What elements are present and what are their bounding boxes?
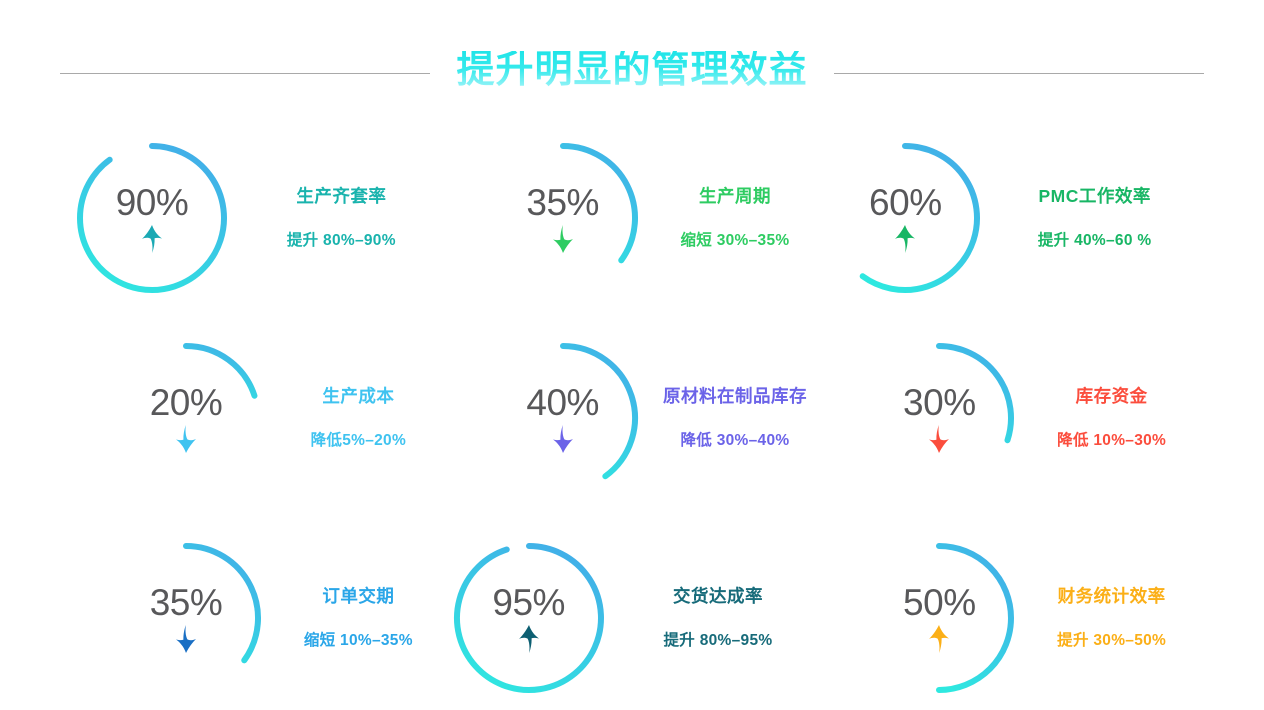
gauge-subtitle: 提升 40%–60 %: [1037, 232, 1152, 250]
gauge-subtitle: 提升 30%–50%: [1057, 632, 1167, 650]
gauge-arc: [559, 143, 638, 264]
gauge-arc: [183, 543, 261, 664]
gauge-labels: 订单交期缩短 10%–35%: [266, 585, 449, 650]
gauge-labels: 财务统计效率 提升 30%–50%: [1019, 585, 1202, 650]
gauge-title: 财务统计效率: [1057, 585, 1166, 606]
arrow-down-icon: [552, 225, 573, 253]
gauge-arc-svg: [453, 543, 604, 693]
gauge-center: 50%: [859, 538, 1019, 698]
gauge-center: 40%: [483, 338, 643, 498]
gauge-arc: [860, 143, 981, 293]
gauge-center: 60%: [825, 138, 985, 298]
gauge-card: 20% 生产成本降低5%–20%: [72, 318, 449, 518]
gauge-labels: PMC工作效率 提升 40%–60 %: [985, 185, 1202, 250]
gauge-arc-svg: [860, 143, 981, 293]
gauge-value: 40%: [526, 382, 599, 423]
arrow-up-icon: [518, 625, 539, 653]
arrow-down-icon: [552, 425, 573, 453]
gauge-card: 30% 库存资金降低 10%–30%: [825, 318, 1202, 518]
gauge-labels: 生产成本降低5%–20%: [266, 385, 449, 450]
gauge-card: 95% 交货达成率提升 80%–95%: [449, 518, 826, 710]
gauge-subtitle: 提升 80%–90%: [286, 232, 396, 250]
gauge-ring: 35%: [106, 538, 266, 698]
gauge-center: 30%: [859, 338, 1019, 498]
gauge-title: PMC工作效率: [1038, 185, 1151, 206]
gauge-center: 35%: [106, 538, 266, 698]
gauge-labels: 库存资金降低 10%–30%: [1019, 385, 1202, 450]
gauge-ring: 30%: [859, 338, 1019, 498]
gauge-arc-svg: [77, 143, 227, 293]
gauge-ring: 90%: [72, 138, 232, 298]
gauge-title: 生产成本: [322, 385, 395, 406]
gauge-card: 90% 生产齐套率提升 80%–90%: [72, 118, 449, 318]
gauge-card: 50% 财务统计效率 提升 30%–50%: [825, 518, 1202, 710]
gauge-card: 60% PMC工作效率 提升 40%–60 %: [825, 118, 1202, 318]
gauge-subtitle: 降低5%–20%: [310, 432, 407, 450]
gauge-arc: [183, 343, 258, 399]
gauge-ring: 60%: [825, 138, 985, 298]
gauge-center: 20%: [106, 338, 266, 498]
gauge-arc: [936, 343, 1015, 444]
slide-header: 提升明显的管理效益: [0, 40, 1264, 106]
gauge-card: 35% 订单交期缩短 10%–35%: [72, 518, 449, 710]
gauge-arc-svg: [936, 343, 1015, 444]
gauge-ring: 50%: [859, 538, 1019, 698]
gauge-title: 交货达成率: [672, 585, 763, 606]
gauge-subtitle: 提升 80%–95%: [663, 632, 773, 650]
arrow-down-icon: [176, 625, 196, 653]
gauge-value: 50%: [903, 582, 976, 623]
arrow-down-icon: [929, 425, 950, 453]
arrow-up-icon: [929, 625, 950, 653]
gauge-arc-svg: [559, 343, 638, 480]
gauge-arc: [77, 143, 227, 293]
gauge-center: 35%: [483, 138, 643, 298]
gauge-arc-svg: [936, 543, 1015, 693]
gauge-ring: 35%: [483, 138, 643, 298]
gauge-labels: 原材料在制品库存 降低 30%–40%: [643, 385, 826, 450]
arrow-up-icon: [895, 225, 916, 253]
gauge-title: 原材料在制品库存: [662, 385, 807, 406]
gauge-value: 35%: [149, 582, 223, 623]
gauge-arc: [559, 343, 638, 480]
gauge-value: 90%: [115, 182, 189, 223]
arrow-up-icon: [142, 225, 162, 253]
gauge-title: 库存资金: [1075, 385, 1148, 406]
gauge-value: 60%: [869, 182, 942, 223]
gauge-value: 30%: [903, 382, 976, 423]
gauge-arc-svg: [559, 143, 638, 264]
gauge-title: 生产周期: [698, 185, 771, 206]
gauge-subtitle: 降低 30%–40%: [680, 432, 790, 450]
gauge-arc-svg: [183, 543, 261, 664]
gauge-ring: 95%: [449, 538, 609, 698]
header-rule-right: [833, 72, 1204, 74]
gauge-ring: 20%: [106, 338, 266, 498]
gauge-arc: [936, 543, 1015, 693]
gauge-center: 90%: [72, 138, 232, 298]
gauge-ring: 40%: [483, 338, 643, 498]
header-rule-left: [60, 72, 431, 74]
gauge-title: 订单交期: [322, 585, 395, 606]
gauge-labels: 生产齐套率提升 80%–90%: [232, 185, 449, 250]
gauge-subtitle: 缩短 30%–35%: [680, 232, 790, 250]
gauge-card: 35% 生产周期缩短 30%–35%: [449, 118, 826, 318]
gauge-grid: 90% 生产齐套率提升 80%–90% 35% 生产周期缩短 30%–35% 60% PM…: [72, 118, 1202, 710]
arrow-down-icon: [176, 425, 196, 453]
gauge-center: 95%: [449, 538, 609, 698]
page-title: 提升明显的管理效益: [452, 51, 811, 95]
gauge-subtitle: 降低 10%–30%: [1057, 432, 1167, 450]
gauge-title: 生产齐套率: [296, 185, 387, 206]
gauge-value: 20%: [149, 382, 223, 423]
gauge-card: 40% 原材料在制品库存 降低 30%–40%: [449, 318, 826, 518]
gauge-arc: [453, 543, 604, 693]
gauge-labels: 交货达成率提升 80%–95%: [609, 585, 826, 650]
gauge-value: 35%: [526, 182, 599, 223]
gauge-value: 95%: [492, 582, 565, 623]
gauge-labels: 生产周期缩短 30%–35%: [643, 185, 826, 250]
gauge-arc-svg: [183, 343, 258, 399]
gauge-subtitle: 缩短 10%–35%: [303, 632, 413, 650]
